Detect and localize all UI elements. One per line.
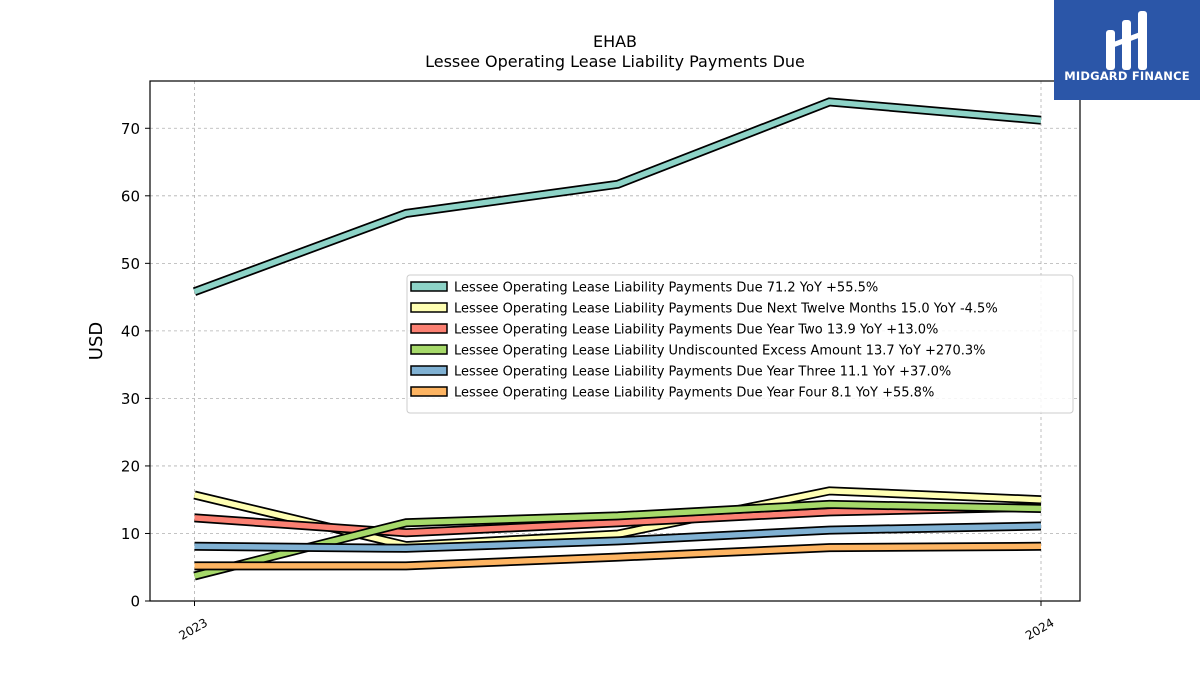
y-tick-label: 20 [121,457,140,475]
legend-box [406,274,1074,414]
series-line [194,504,1042,536]
y-tick-label: 10 [121,525,140,543]
y-tick-label: 70 [121,120,140,138]
midgard-finance-logo: MIDGARD FINANCE [1054,0,1200,100]
plot-frame [149,80,1081,602]
series-line [193,99,1042,295]
x-axis: 2023 2024 [177,601,1057,643]
chart-subtitle: Lessee Operating Lease Liability Payment… [425,52,805,71]
y-tick-label: 0 [130,593,140,611]
y-tick-label: 40 [121,322,140,340]
legend-label: Lessee Operating Lease Liability Payment… [454,323,938,338]
legend-label: Lessee Operating Lease Liability Undisco… [454,344,985,359]
legend-label: Lessee Operating Lease Liability Payment… [454,365,951,380]
series-line [194,523,1042,552]
y-tick-label: 50 [121,255,140,273]
legend-swatch [410,323,448,334]
y-tick-label: 60 [121,187,140,205]
chart-title-block: EHAB Lessee Operating Lease Liability Pa… [150,32,1080,72]
legend-swatch [410,281,448,292]
x-tick-label: 2023 [177,615,210,642]
chart-title: EHAB [592,32,638,51]
y-axis-label: USD [86,322,107,360]
logo-text: MIDGARD FINANCE [1064,69,1190,83]
y-axis: 0 10 20 30 40 50 60 70 [121,120,150,611]
y-tick-label: 30 [121,390,140,408]
legend: Lessee Operating Lease Liability Payment… [406,274,1074,414]
series-line [193,501,1042,579]
legend-swatch [410,365,448,376]
legend-swatch [410,302,448,313]
legend-label: Lessee Operating Lease Liability Payment… [454,302,998,317]
legend-swatch [410,344,448,355]
x-tick-label: 2024 [1023,615,1056,642]
legend-label: Lessee Operating Lease Liability Payment… [454,281,878,296]
series-line [194,543,1042,569]
logo-mark-icon [1106,11,1147,70]
legend-swatch [410,386,448,397]
series-lines [192,97,1042,581]
legend-label: Lessee Operating Lease Liability Payment… [454,386,934,401]
